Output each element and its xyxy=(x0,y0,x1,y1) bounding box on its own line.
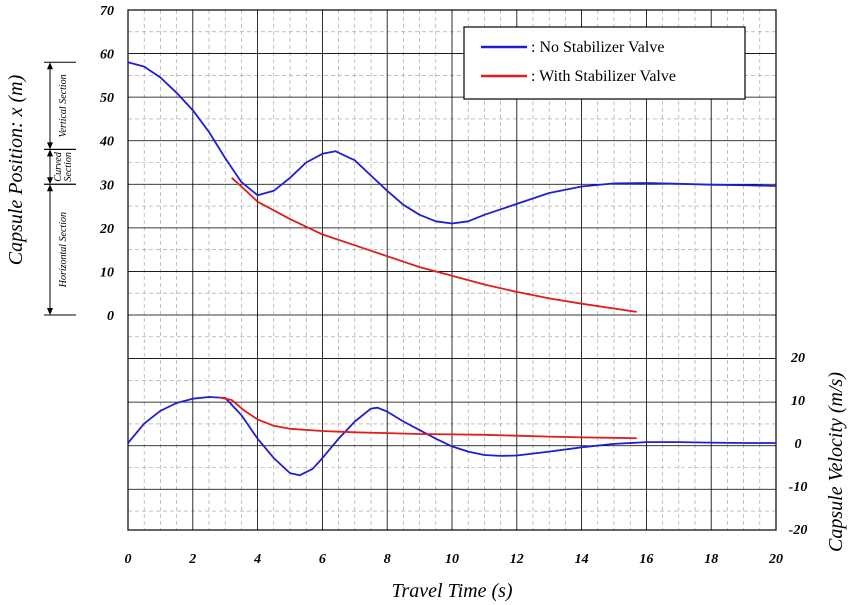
arrow-head-icon xyxy=(47,308,53,315)
position-tick-label: 70 xyxy=(100,4,114,19)
arrow-head-icon xyxy=(47,62,53,70)
arrow-head-icon xyxy=(47,177,53,185)
x-tick-label: 12 xyxy=(510,552,524,567)
x-tick-label: 6 xyxy=(319,552,326,567)
position-tick-label: 30 xyxy=(99,178,114,193)
x-tick-label: 4 xyxy=(253,552,261,567)
velocity-y-ticks: 20 10 0 -10 -20 xyxy=(789,351,808,538)
arrow-head-icon xyxy=(47,149,53,157)
section-label: Horizontal Section xyxy=(58,212,69,288)
velocity-tick-label: -20 xyxy=(789,523,808,538)
y-axis-title-velocity: Capsule Velocity (m/s) xyxy=(825,372,847,552)
velocity-series-with-stabilizer xyxy=(218,396,637,440)
section-label: Vertical Section xyxy=(58,74,69,137)
x-tick-label: 18 xyxy=(704,552,718,567)
position-series-no-stabilizer xyxy=(127,61,777,225)
x-tick-label: 10 xyxy=(445,552,459,567)
section-annotations: Vertical Section Curved Section Horizontal … xyxy=(44,61,76,316)
legend: : No Stabilizer Valve : With Stabilizer … xyxy=(463,26,746,100)
x-tick-label: 20 xyxy=(768,552,783,567)
legend-box xyxy=(463,26,746,100)
position-tick-label: 40 xyxy=(99,135,114,150)
legend-label-with-stabilizer: : With Stabilizer Valve xyxy=(531,68,676,85)
plot-border xyxy=(127,9,777,531)
section-label: Curved xyxy=(53,151,64,181)
y-axis-title-position: Capsule Position: x (m) xyxy=(5,74,27,265)
x-axis-title: Travel Time (s) xyxy=(391,580,512,602)
arrow-head-icon xyxy=(47,142,53,150)
velocity-tick-label: -10 xyxy=(789,480,808,495)
position-tick-label: 20 xyxy=(99,222,114,237)
position-series-with-stabilizer xyxy=(231,177,637,313)
legend-label-no-stabilizer: : No Stabilizer Valve xyxy=(531,39,664,56)
series-layer xyxy=(127,61,777,477)
x-tick-label: 14 xyxy=(575,552,589,567)
position-tick-label: 0 xyxy=(107,309,114,324)
section-label: Section xyxy=(63,152,74,181)
velocity-tick-label: 10 xyxy=(791,394,805,409)
x-ticks: 0 2 4 6 8 10 12 14 16 18 20 xyxy=(125,552,784,567)
x-tick-label: 2 xyxy=(188,552,196,567)
x-tick-label: 16 xyxy=(639,552,653,567)
velocity-tick-label: 0 xyxy=(795,437,802,452)
arrow-head-icon xyxy=(47,184,53,192)
x-tick-label: 8 xyxy=(384,552,391,567)
position-tick-label: 10 xyxy=(100,265,114,280)
velocity-tick-label: 20 xyxy=(790,351,805,366)
x-tick-label: 0 xyxy=(125,552,132,567)
position-y-ticks: 70 60 50 40 30 20 10 0 xyxy=(99,4,114,324)
position-tick-label: 50 xyxy=(100,91,114,106)
position-tick-label: 60 xyxy=(100,48,114,63)
